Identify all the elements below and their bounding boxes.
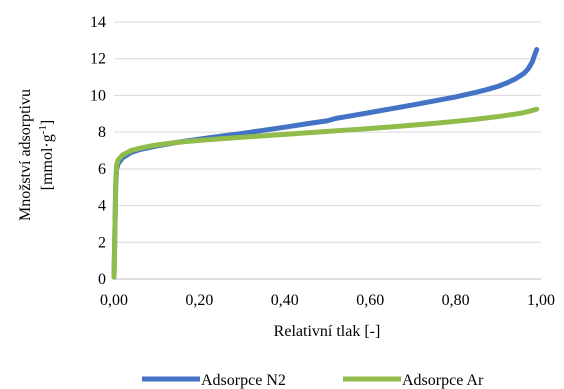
y-tick-label: 14 [90, 14, 106, 31]
x-tick-label: 0,00 [100, 292, 128, 309]
x-tick-label: 1,00 [527, 292, 555, 309]
y-axis-unit-prefix: [mmol·g [39, 134, 56, 190]
y-tick-label: 6 [98, 161, 106, 178]
y-tick-label: 12 [90, 51, 106, 68]
y-tick-label: 2 [98, 234, 106, 251]
y-tick-label: 10 [90, 87, 106, 104]
y-axis-title-line1: Množství adsorptivu [17, 89, 34, 221]
legend: Adsorpce N2 Adsorpce Ar [142, 372, 484, 389]
series-line-ar [111, 106, 540, 280]
x-tick-labels: 0,00 0,20 0,40 0,60 0,80 1,00 [100, 292, 555, 309]
gridlines [114, 21, 541, 243]
x-tick-label: 0,80 [442, 292, 470, 309]
series-lines [111, 47, 540, 280]
y-axis-unit-suffix: ] [39, 120, 56, 125]
y-tick-label: 4 [98, 198, 106, 215]
y-tick-label: 8 [98, 124, 106, 141]
series-line-n2 [111, 47, 540, 280]
x-tick-label: 0,60 [356, 292, 384, 309]
y-tick-label: 0 [98, 271, 106, 288]
y-axis-title-line2: [mmol·g-1] [37, 120, 56, 191]
x-axis-title: Relativní tlak [-] [274, 323, 381, 340]
y-axis-unit-sup: -1 [37, 125, 49, 134]
legend-label-n2: Adsorpce N2 [201, 372, 286, 389]
x-tick-label: 0,40 [271, 292, 299, 309]
x-tick-label: 0,20 [185, 292, 213, 309]
legend-label-ar: Adsorpce Ar [402, 372, 484, 389]
y-axis-title: Množství adsorptivu [mmol·g-1] [17, 89, 56, 221]
y-tick-labels: 0 2 4 6 8 10 12 14 [90, 14, 106, 288]
